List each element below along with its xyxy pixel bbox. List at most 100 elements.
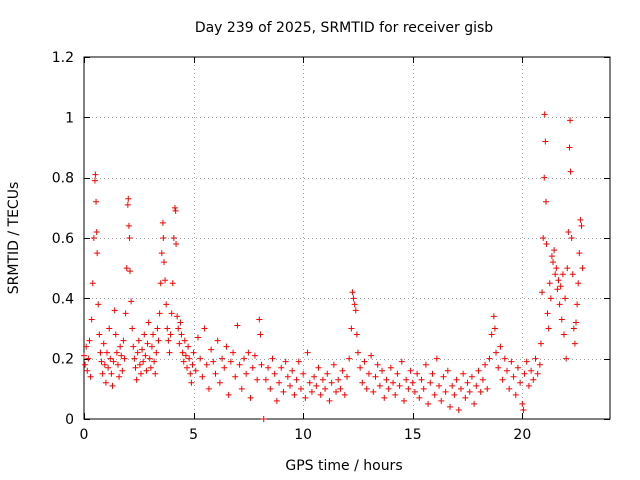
data-point [317, 391, 324, 398]
data-point [147, 364, 154, 371]
data-point [94, 250, 101, 257]
data-point [223, 343, 230, 350]
data-point [132, 364, 139, 371]
data-point [214, 337, 221, 344]
data-point [348, 325, 355, 332]
data-point [177, 319, 184, 326]
y-tick-label: 1 [65, 110, 74, 126]
data-point [152, 370, 159, 377]
data-point [97, 349, 104, 356]
data-point [354, 349, 361, 356]
data-point [159, 219, 166, 226]
data-point [383, 376, 390, 383]
data-point [376, 382, 383, 389]
data-point [125, 222, 132, 229]
data-point [344, 373, 350, 380]
data-point [135, 337, 142, 344]
data-point [120, 337, 127, 344]
data-point [190, 349, 197, 356]
data-point [295, 358, 302, 365]
data-point [379, 367, 386, 374]
data-point [567, 117, 574, 124]
data-point [133, 376, 140, 383]
data-point [455, 406, 462, 413]
data-point [199, 373, 206, 380]
data-point [143, 367, 150, 374]
data-point [537, 340, 544, 347]
data-point [532, 355, 539, 362]
data-point [130, 343, 137, 350]
data-point [564, 265, 571, 272]
data-point [111, 307, 118, 314]
y-tick-label: 0.4 [52, 291, 74, 307]
data-point [370, 388, 377, 395]
data-point [179, 349, 186, 356]
data-point [517, 379, 524, 386]
data-point [238, 385, 245, 392]
data-point [554, 286, 561, 293]
data-point [126, 235, 133, 241]
data-point [438, 397, 445, 404]
data-point [284, 373, 291, 380]
x-tick-label: 20 [513, 427, 531, 443]
data-point [208, 346, 215, 353]
axis-ticks [84, 57, 610, 420]
data-point [184, 364, 191, 371]
data-point [510, 373, 517, 380]
data-point [186, 355, 193, 362]
data-point [322, 385, 329, 392]
data-point [260, 416, 267, 422]
y-tick-label: 1.2 [52, 50, 74, 66]
data-point [337, 385, 344, 392]
data-point [453, 376, 460, 383]
x-tick-label: 5 [189, 427, 198, 443]
data-point [339, 367, 346, 374]
data-point [547, 295, 554, 302]
data-point [499, 376, 506, 383]
data-point [495, 364, 502, 371]
data-point [81, 352, 87, 359]
data-point [212, 370, 219, 377]
chart-title: Day 239 of 2025, SRMTID for receiver gis… [195, 20, 493, 36]
grid [84, 57, 610, 419]
data-point [313, 382, 320, 389]
data-point [140, 358, 147, 365]
data-point [163, 301, 170, 308]
data-point [451, 391, 458, 398]
data-point [530, 376, 537, 383]
data-point [293, 376, 300, 383]
data-point [433, 355, 440, 362]
data-point [216, 379, 223, 386]
data-point [194, 334, 201, 341]
data-point [106, 325, 113, 332]
data-point [227, 358, 234, 365]
data-point [525, 382, 532, 389]
data-point [444, 367, 451, 374]
data-point [148, 343, 155, 350]
data-point [85, 355, 92, 362]
data-point [497, 343, 504, 350]
data-point [219, 355, 226, 362]
data-point [174, 313, 181, 320]
data-point [176, 340, 183, 347]
data-point [571, 340, 578, 347]
data-point [396, 382, 403, 389]
x-tick-label: 0 [80, 427, 89, 443]
data-point [361, 358, 368, 365]
data-point [457, 385, 464, 392]
data-point [363, 385, 370, 392]
data-point [125, 195, 132, 202]
data-point [442, 388, 449, 395]
data-point [431, 391, 438, 398]
data-point [247, 394, 254, 401]
data-point [113, 349, 120, 356]
data-point [523, 358, 530, 365]
data-point [558, 316, 565, 323]
data-point [575, 280, 582, 287]
data-point [273, 397, 280, 404]
data-point [512, 391, 519, 398]
data-point [420, 385, 427, 392]
data-point [491, 325, 498, 332]
data-point [137, 370, 144, 377]
data-point [418, 376, 425, 383]
